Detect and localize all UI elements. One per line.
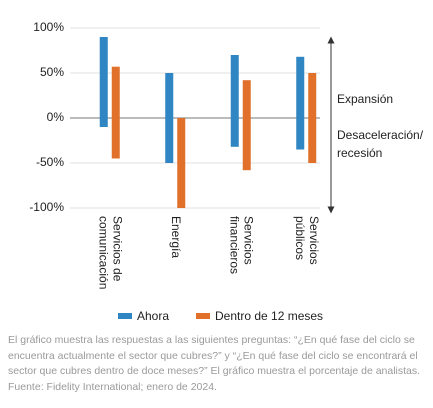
legend-swatch (196, 313, 210, 319)
y-tick-label: 0% (47, 110, 65, 124)
bar (230, 55, 239, 147)
x-tick-label: financieros (228, 216, 242, 274)
x-tick-label: Servicios (307, 216, 321, 265)
x-tick-label: públicos (293, 216, 307, 260)
x-tick-label: comunicación (97, 216, 111, 289)
y-tick-label: 100% (33, 20, 64, 34)
legend-label: Dentro de 12 meses (215, 309, 323, 323)
y-tick-label: -100% (29, 200, 64, 214)
bar (308, 73, 317, 163)
annotation: recesión (337, 146, 382, 160)
y-tick-label: 50% (40, 65, 64, 79)
chart: 100% 50% 0% -50% -100% Servicios decomunicaci… (29, 20, 424, 323)
annotation: Desaceleración/ (337, 128, 424, 142)
legend-swatch (118, 313, 132, 319)
x-tick-label: Energía (169, 216, 183, 258)
bar (165, 73, 174, 163)
x-tick-label: Servicios de (111, 216, 125, 282)
annotation: Expansión (337, 92, 393, 106)
bar (99, 37, 108, 127)
legend-label: Ahora (137, 309, 169, 323)
y-tick-label: -50% (36, 155, 64, 169)
bar (111, 66, 120, 159)
bar (296, 56, 305, 150)
x-tick-label: Servicios (242, 216, 256, 265)
caption: El gráfico muestra las respuestas a las … (8, 334, 421, 393)
bar (242, 80, 251, 171)
bar (177, 118, 186, 208)
